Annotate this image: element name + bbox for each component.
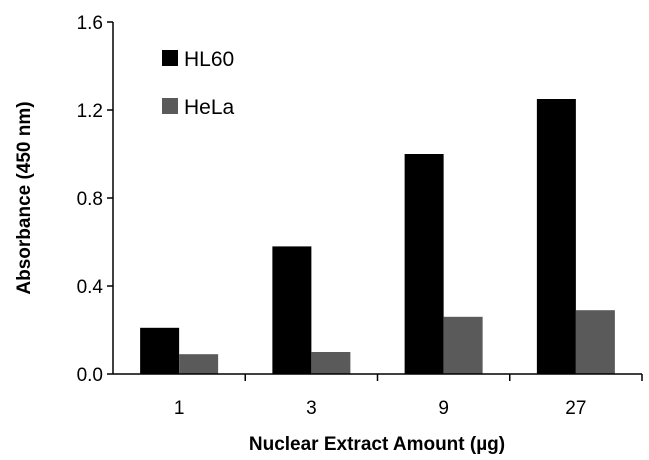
x-axis-title: Nuclear Extract Amount (µg): [249, 434, 505, 455]
plot-area: [140, 99, 615, 374]
x-tick-label: 3: [306, 398, 317, 419]
bar-hela-9: [443, 316, 483, 374]
bar-hl60-1: [140, 327, 180, 374]
bar-hl60-3: [272, 246, 312, 374]
bar-hela-3: [311, 352, 351, 374]
x-tick-label: 27: [565, 398, 586, 419]
bar-hl60-9: [404, 154, 444, 374]
y-tick-label: 1.2: [77, 101, 103, 122]
y-tick-label: 1.6: [77, 13, 103, 34]
y-axis-title: Absorbance (450 nm): [14, 101, 35, 294]
bar-hela-1: [179, 354, 219, 374]
x-tick-label: 1: [174, 398, 185, 419]
y-tick-label: 0.0: [77, 365, 103, 386]
legend-swatch-hela: [162, 98, 178, 114]
y-tick-label: 0.4: [77, 277, 104, 298]
bar-hl60-27: [536, 99, 576, 374]
legend-swatch-hl60: [162, 50, 178, 66]
legend-label-hela: HeLa: [184, 96, 235, 119]
y-axis-ticks: 0.0 0.4 0.8 1.2 1.6: [77, 13, 113, 386]
y-tick-label: 0.8: [77, 189, 103, 210]
bar-hela-27: [575, 310, 615, 374]
legend: HL60 HeLa: [162, 48, 235, 119]
x-tick-label: 9: [438, 398, 449, 419]
legend-label-hl60: HL60: [184, 48, 234, 71]
x-axis-ticks: 1 3 9 27: [174, 374, 643, 419]
